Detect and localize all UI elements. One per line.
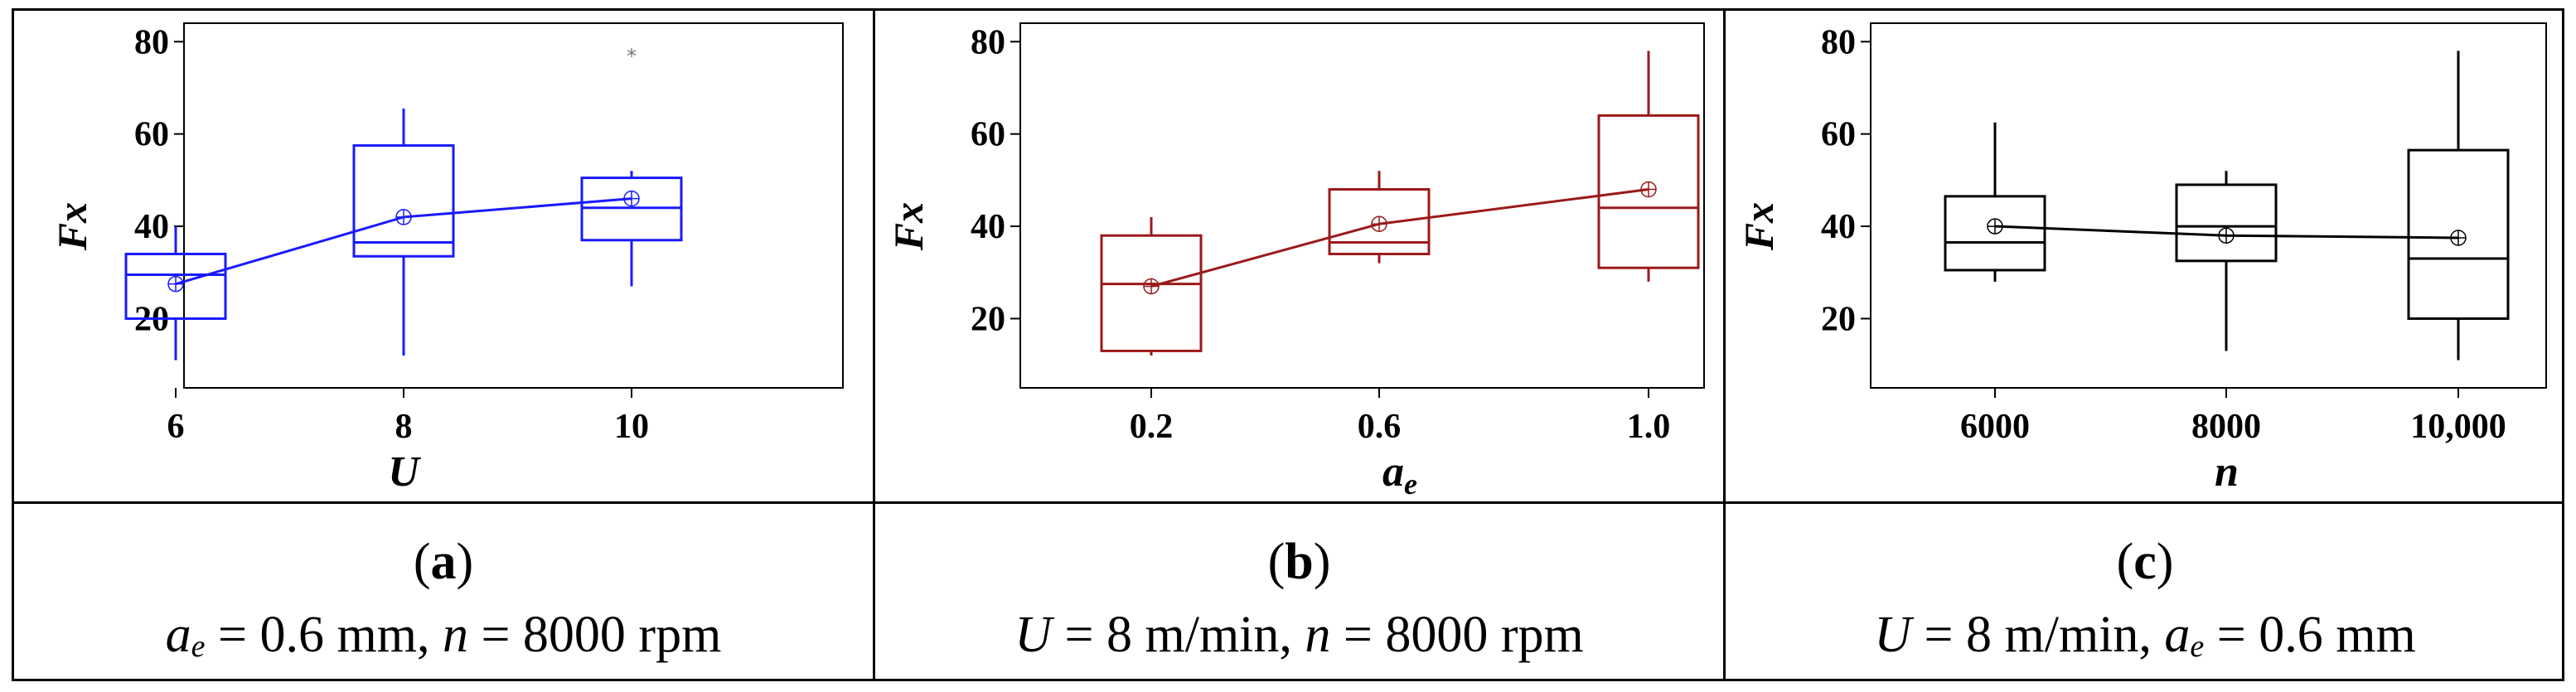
chart-panel-b: 20 40 60 80 Fx 0.2 0.6 1.0 ae bbox=[885, 22, 1705, 501]
box-iqr bbox=[1100, 234, 1203, 352]
box-iqr bbox=[1944, 195, 2046, 272]
box-8000 bbox=[2175, 171, 2278, 351]
box-6000 bbox=[1944, 122, 2046, 282]
x-axis-label: ae bbox=[1382, 448, 1417, 501]
mean-marker bbox=[2450, 230, 2467, 246]
box-0.6 bbox=[1328, 171, 1431, 264]
mean-marker bbox=[1640, 181, 1657, 198]
x-tick-label: 1.0 bbox=[1627, 408, 1671, 446]
plot-frame bbox=[183, 22, 844, 389]
box-1.0 bbox=[1597, 51, 1700, 282]
y-tick-label: 40 bbox=[1821, 208, 1856, 246]
mean-line bbox=[1150, 188, 1649, 288]
x-tick-label: 10,000 bbox=[2410, 408, 2506, 446]
box-iqr bbox=[1597, 114, 1700, 269]
mean-marker bbox=[395, 209, 412, 225]
box-iqr bbox=[1328, 188, 1431, 255]
box-10,000 bbox=[2407, 51, 2510, 361]
y-tick-label: 40 bbox=[971, 208, 1005, 246]
box-10 bbox=[580, 171, 683, 287]
x-axis-label: U bbox=[388, 448, 421, 496]
caption-a: (a) ae = 0.6 mm, n = 8000 rpm bbox=[14, 506, 873, 681]
caption-b: (b) U = 8 m/min, n = 8000 rpm bbox=[875, 506, 1723, 681]
y-axis-label: Fx bbox=[1736, 202, 1782, 251]
y-axis-label: Fx bbox=[885, 202, 932, 251]
x-tick-label: 0.2 bbox=[1130, 408, 1174, 446]
x-tick-label: 10 bbox=[614, 408, 649, 446]
figure-table: 20 40 60 80 Fx 6 8 10 U * 20 40 60 80 Fx 0.2 0.6 1.0 ae 2… bbox=[12, 8, 2564, 681]
column-divider-1 bbox=[873, 11, 875, 679]
box-iqr bbox=[2175, 183, 2278, 263]
x-tick-label: 6 bbox=[167, 408, 185, 446]
y-tick-label: 20 bbox=[1821, 300, 1856, 338]
x-tick-label: 8000 bbox=[2191, 408, 2261, 446]
panel-label-a: (a) bbox=[413, 534, 474, 590]
y-tick-label: 80 bbox=[1821, 23, 1856, 61]
mean-marker bbox=[1987, 218, 2003, 235]
condition-b: U = 8 m/min, n = 8000 rpm bbox=[1014, 607, 1584, 663]
mean-marker bbox=[167, 275, 184, 293]
y-tick-label: 20 bbox=[971, 300, 1005, 338]
panel-label-c: (c) bbox=[2116, 534, 2174, 590]
column-divider-2 bbox=[1723, 11, 1726, 679]
condition-a: ae = 0.6 mm, n = 8000 rpm bbox=[165, 607, 722, 664]
y-tick-label: 80 bbox=[134, 23, 169, 61]
box-iqr bbox=[124, 252, 227, 320]
caption-c: (c) U = 8 m/min, ae = 0.6 mm bbox=[1726, 506, 2564, 681]
outlier-marker: * bbox=[627, 45, 637, 68]
y-tick-label: 40 bbox=[134, 208, 169, 246]
mean-marker bbox=[1143, 278, 1160, 295]
mean-marker bbox=[623, 190, 640, 207]
y-tick-label: 60 bbox=[971, 116, 1005, 154]
mean-marker bbox=[1371, 215, 1387, 233]
condition-c: U = 8 m/min, ae = 0.6 mm bbox=[1874, 607, 2416, 664]
mean-marker bbox=[2218, 227, 2235, 244]
x-tick-label: 0.6 bbox=[1358, 408, 1402, 446]
row-divider bbox=[14, 501, 2562, 504]
x-tick-label: 6000 bbox=[1960, 408, 2030, 446]
x-axis-label: n bbox=[2215, 448, 2239, 496]
y-axis-label: Fx bbox=[49, 202, 95, 251]
panel-label-b: (b) bbox=[1267, 534, 1331, 590]
plot-frame bbox=[1019, 22, 1705, 389]
box-iqr bbox=[2407, 148, 2510, 320]
x-tick-label: 8 bbox=[395, 408, 413, 446]
y-tick-label: 60 bbox=[1821, 116, 1856, 154]
chart-panel-c: 20 40 60 80 Fx 6000 8000 10,000 n bbox=[1736, 22, 2547, 496]
y-tick-label: 60 bbox=[134, 116, 169, 154]
y-tick-label: 80 bbox=[971, 23, 1005, 61]
box-8 bbox=[352, 109, 455, 356]
box-iqr bbox=[352, 144, 455, 258]
plot-frame bbox=[1870, 22, 2547, 389]
box-6 bbox=[124, 226, 227, 361]
